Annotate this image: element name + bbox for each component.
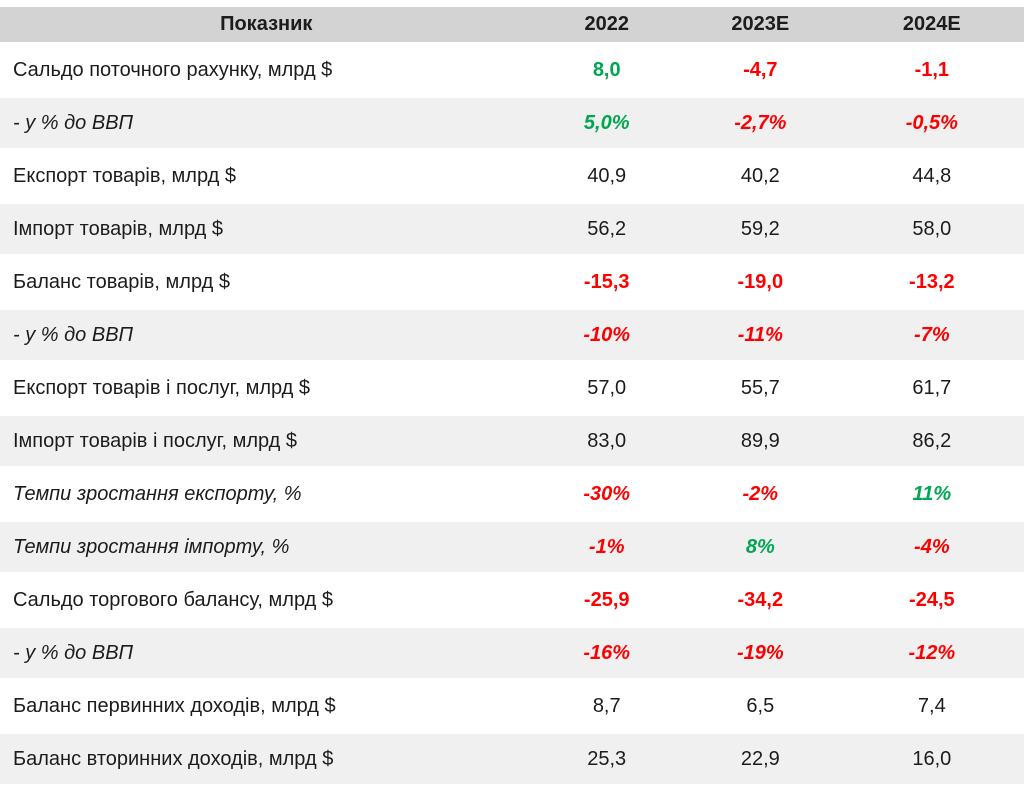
value-cell: -7% bbox=[839, 310, 1024, 360]
value-cell: -2% bbox=[742, 482, 779, 505]
value-cell: -4% bbox=[839, 522, 1024, 572]
row-label: Баланс вторинних доходів, млрд $ bbox=[0, 734, 533, 784]
table-row: Імпорт товарів, млрд $56,2 59,2 58,0 bbox=[0, 204, 1024, 254]
value-cell: -13,2 bbox=[909, 270, 955, 293]
row-label: Сальдо торгового балансу, млрд $ bbox=[13, 588, 333, 611]
table-row: Імпорт товарів і послуг, млрд $83,0 89,9 8… bbox=[0, 416, 1024, 466]
value-cell: -1,1 bbox=[914, 58, 950, 81]
value-cell: 16,0 bbox=[839, 734, 1024, 784]
value-cell: 11% bbox=[912, 482, 952, 505]
row-label: - у % до ВВП bbox=[0, 310, 533, 360]
value-cell: -25,9 bbox=[583, 588, 630, 611]
indicators-table: Показник 2022 2023E 2024E Сальдо поточно… bbox=[0, 4, 1024, 787]
value-cell: -19,0 bbox=[737, 270, 784, 293]
table-row: Темпи зростання імпорту, % -1% 8% -4% bbox=[0, 522, 1024, 572]
value-cell: 56,2 bbox=[532, 204, 681, 254]
row-label: Імпорт товарів, млрд $ bbox=[0, 204, 533, 254]
table-row: Сальдо торгового балансу, млрд $ -25,9 -34… bbox=[0, 575, 1024, 625]
value-cell: -30% bbox=[583, 482, 631, 505]
value-cell: 58,0 bbox=[839, 204, 1024, 254]
row-label: Імпорт товарів і послуг, млрд $ bbox=[0, 416, 533, 466]
table-row: Сальдо поточного рахунку, млрд $ 8,0 -4,7 -… bbox=[0, 45, 1024, 95]
row-label: Темпи зростання імпорту, % bbox=[0, 522, 533, 572]
value-cell: 6,5 bbox=[746, 694, 775, 717]
column-header-2023e: 2023E bbox=[680, 7, 840, 42]
value-cell: -2,7% bbox=[680, 98, 840, 148]
table-row: - у % до ВВП -10% -11% -7% bbox=[0, 310, 1024, 360]
value-cell: -15,3 bbox=[583, 270, 630, 293]
table-row: - у % до ВВП -16% -19% -12% bbox=[0, 628, 1024, 678]
table-row: Експорт товарів і послуг, млрд $ 57,0 55,7… bbox=[0, 363, 1024, 413]
table-row: Темпи зростання експорту, % -30% -2% 11% bbox=[0, 469, 1024, 519]
row-label: Сальдо поточного рахунку, млрд $ bbox=[13, 58, 333, 81]
table-row: - у % до ВВП 5,0% -2,7% -0,5% bbox=[0, 98, 1024, 148]
value-cell: 22,9 bbox=[680, 734, 840, 784]
value-cell: -16% bbox=[532, 628, 681, 678]
value-cell: 8,7 bbox=[592, 694, 621, 717]
row-label: Темпи зростання експорту, % bbox=[13, 482, 302, 505]
value-cell: -19% bbox=[680, 628, 840, 678]
value-cell: 5,0% bbox=[532, 98, 681, 148]
value-cell: 61,7 bbox=[912, 376, 952, 399]
table-body: Сальдо поточного рахунку, млрд $ 8,0 -4,7 -… bbox=[0, 45, 1024, 784]
value-cell: 8,0 bbox=[592, 58, 621, 81]
value-cell: 8% bbox=[680, 522, 840, 572]
value-cell: -12% bbox=[839, 628, 1024, 678]
value-cell: -1% bbox=[532, 522, 681, 572]
value-cell: -10% bbox=[532, 310, 681, 360]
table-row: Експорт товарів, млрд $ 40,9 40,2 44,8 bbox=[0, 151, 1024, 201]
table-row: Баланс вторинних доходів, млрд $25,3 22,9… bbox=[0, 734, 1024, 784]
value-cell: 89,9 bbox=[680, 416, 840, 466]
value-cell: 83,0 bbox=[532, 416, 681, 466]
header-row: Показник 2022 2023E 2024E bbox=[0, 7, 1024, 42]
row-label: Баланс первинних доходів, млрд $ bbox=[13, 694, 336, 717]
row-label: - у % до ВВП bbox=[0, 628, 533, 678]
value-cell: 7,4 bbox=[917, 694, 946, 717]
value-cell: -11% bbox=[680, 310, 840, 360]
value-cell: 40,2 bbox=[740, 164, 780, 187]
row-label: - у % до ВВП bbox=[0, 98, 533, 148]
value-cell: 59,2 bbox=[680, 204, 840, 254]
row-label: Експорт товарів, млрд $ bbox=[13, 164, 236, 187]
value-cell: 25,3 bbox=[532, 734, 681, 784]
value-cell: -0,5% bbox=[839, 98, 1024, 148]
value-cell: -4,7 bbox=[743, 58, 778, 81]
column-header-2024e: 2024E bbox=[839, 7, 1024, 42]
column-header-2022: 2022 bbox=[532, 7, 681, 42]
value-cell: 44,8 bbox=[912, 164, 952, 187]
table-row: Баланс товарів, млрд $ -15,3 -19,0 -13,2 bbox=[0, 257, 1024, 307]
value-cell: 40,9 bbox=[587, 164, 627, 187]
row-label: Експорт товарів і послуг, млрд $ bbox=[13, 376, 311, 399]
value-cell: -34,2 bbox=[737, 588, 784, 611]
value-cell: 86,2 bbox=[839, 416, 1024, 466]
value-cell: 55,7 bbox=[740, 376, 780, 399]
table-row: Баланс первинних доходів, млрд $ 8,7 6,5 7,… bbox=[0, 681, 1024, 731]
value-cell: -24,5 bbox=[909, 588, 955, 611]
value-cell: 57,0 bbox=[587, 376, 627, 399]
row-label: Баланс товарів, млрд $ bbox=[13, 270, 230, 293]
column-header-indicator: Показник bbox=[0, 7, 533, 42]
